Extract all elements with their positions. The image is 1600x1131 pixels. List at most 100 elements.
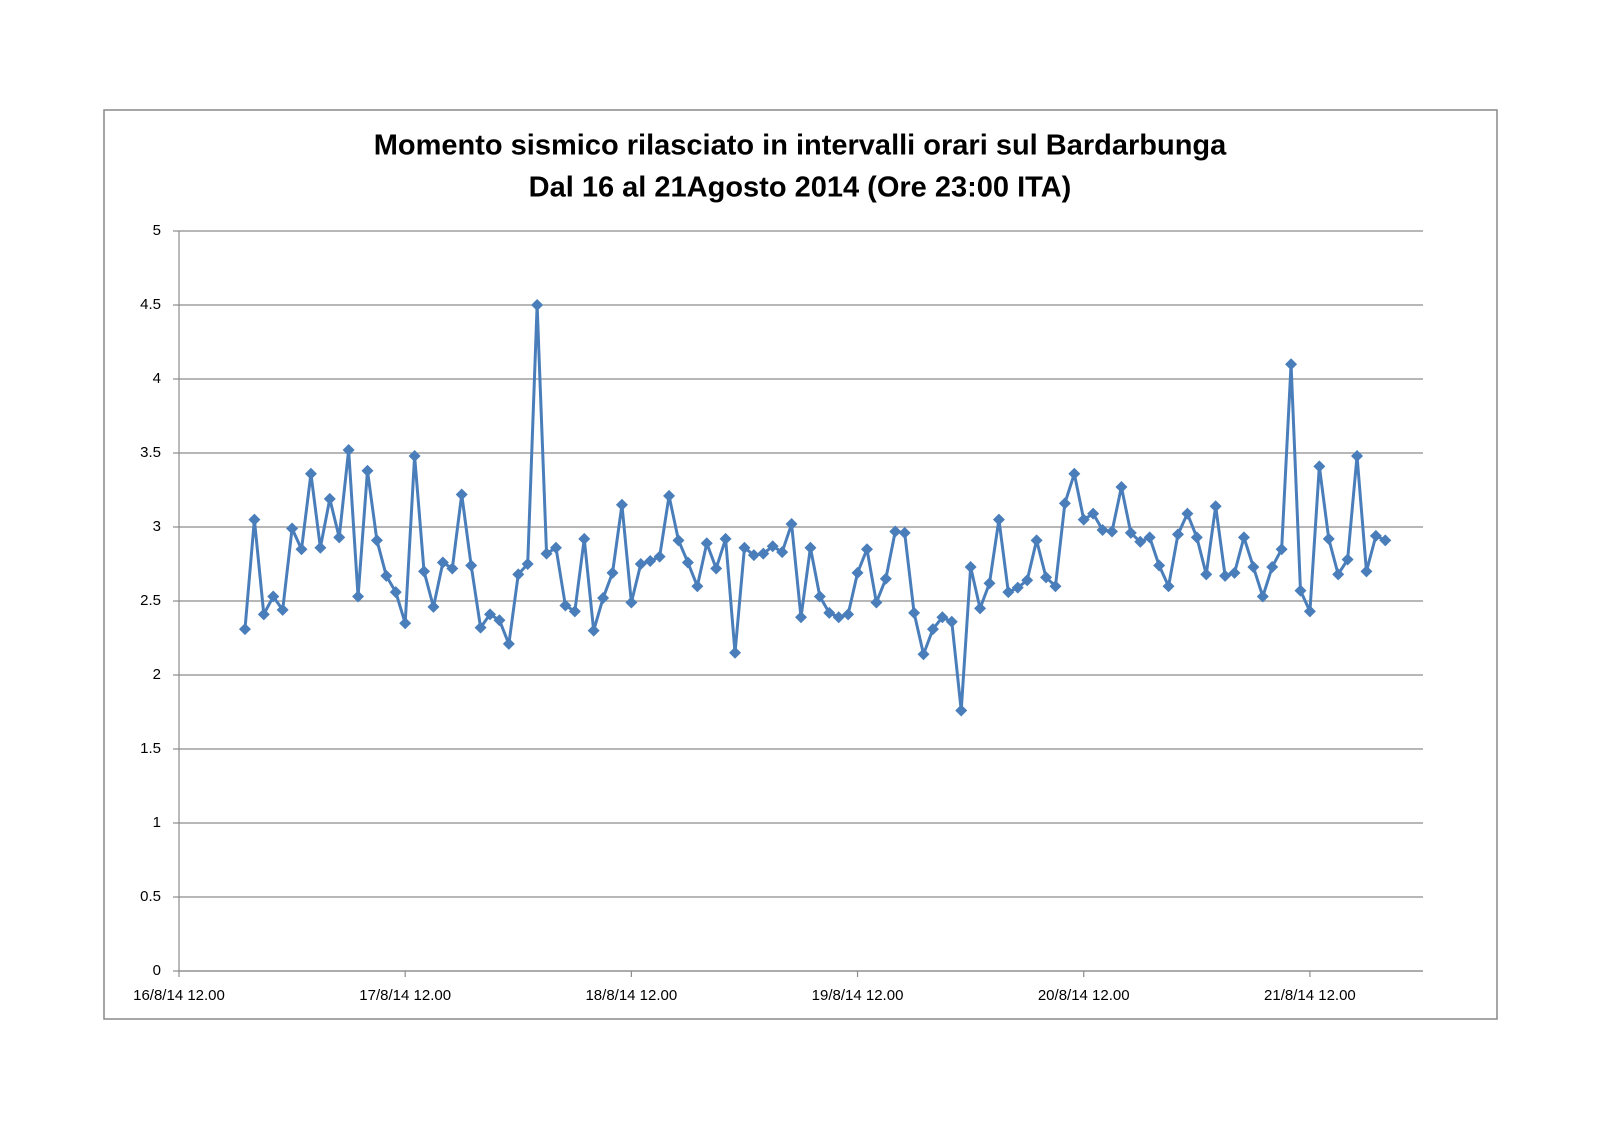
- data-point: [1068, 467, 1081, 480]
- data-point: [238, 623, 251, 636]
- data-point: [738, 541, 751, 554]
- data-point: [663, 489, 676, 502]
- data-point: [502, 637, 515, 650]
- y-tick-label: 0.5: [140, 888, 161, 905]
- data-point: [1379, 534, 1392, 547]
- data-point: [1275, 543, 1288, 556]
- data-point: [1369, 529, 1382, 542]
- data-point: [1190, 531, 1203, 544]
- data-point: [333, 531, 346, 544]
- data-point: [1153, 559, 1166, 572]
- data-point: [851, 566, 864, 579]
- data-point: [644, 555, 657, 568]
- data-point: [889, 525, 902, 538]
- data-point: [936, 611, 949, 624]
- data-point: [729, 646, 742, 659]
- data-point: [1115, 481, 1128, 494]
- data-point: [1181, 507, 1194, 520]
- data-point: [1266, 560, 1279, 573]
- data-point: [1247, 560, 1260, 573]
- data-point: [1002, 586, 1015, 599]
- data-point: [870, 596, 883, 609]
- data-point: [1021, 574, 1034, 587]
- data-point: [776, 546, 789, 559]
- data-point: [276, 603, 289, 616]
- data-point: [540, 547, 553, 560]
- data-point: [1256, 590, 1269, 603]
- data-point: [512, 568, 525, 581]
- y-tick-label: 3.5: [140, 444, 161, 461]
- data-point: [879, 572, 892, 585]
- data-point: [408, 449, 421, 462]
- y-tick-label: 2.5: [140, 592, 161, 609]
- x-tick-label: 17/8/14 12.00: [359, 987, 451, 1004]
- data-point: [860, 543, 873, 556]
- data-point: [455, 488, 468, 501]
- data-point: [521, 558, 534, 570]
- y-tick-label: 4: [153, 370, 161, 387]
- data-point: [625, 596, 638, 609]
- data-point: [1322, 532, 1335, 545]
- data-point: [304, 467, 317, 480]
- data-point: [418, 565, 431, 578]
- data-point: [1058, 497, 1071, 510]
- data-point: [795, 611, 807, 624]
- data-point: [587, 624, 600, 637]
- data-point: [785, 518, 798, 531]
- data-point: [323, 492, 336, 505]
- data-point: [634, 558, 647, 570]
- data-point: [766, 540, 779, 553]
- data-point: [1303, 605, 1316, 618]
- data-point: [898, 526, 911, 539]
- data-point: [700, 537, 713, 550]
- data-point: [1030, 534, 1043, 547]
- y-tick-label: 4.5: [140, 296, 161, 313]
- data-point: [1096, 523, 1109, 536]
- data-point: [248, 513, 261, 526]
- data-point: [842, 608, 855, 621]
- data-point: [389, 586, 402, 599]
- data-point: [295, 543, 308, 556]
- data-point: [1209, 500, 1222, 513]
- data-point: [1332, 568, 1345, 581]
- data-point: [1134, 535, 1147, 548]
- data-point: [926, 623, 939, 636]
- chart-title: Momento sismico rilasciato in intervalli…: [374, 130, 1227, 162]
- x-tick-label: 19/8/14 12.00: [812, 987, 904, 1004]
- data-point: [606, 566, 619, 579]
- data-point: [1228, 566, 1241, 579]
- data-point: [974, 602, 987, 615]
- data-point: [681, 556, 694, 569]
- data-point: [653, 550, 666, 563]
- data-point: [1124, 526, 1137, 539]
- x-tick-label: 16/8/14 12.00: [133, 987, 225, 1004]
- x-tick-label: 20/8/14 12.00: [1038, 987, 1130, 1004]
- data-point: [719, 532, 732, 545]
- data-point: [964, 560, 977, 573]
- data-point: [465, 559, 478, 572]
- chart-title: Dal 16 al 21Agosto 2014 (Ore 23:00 ITA): [529, 172, 1072, 204]
- data-point: [710, 562, 723, 575]
- data-point: [1341, 553, 1354, 566]
- data-point: [380, 569, 393, 582]
- data-point: [1351, 449, 1364, 462]
- data-point: [436, 556, 449, 569]
- data-point: [908, 606, 921, 619]
- data-point: [314, 541, 327, 554]
- data-point: [427, 600, 440, 613]
- data-point: [493, 614, 506, 627]
- chart-frame: [103, 109, 1498, 1020]
- data-point: [1219, 569, 1232, 582]
- data-point: [531, 299, 544, 311]
- x-tick-label: 21/8/14 12.00: [1264, 987, 1356, 1004]
- data-point: [832, 611, 845, 624]
- data-point: [267, 590, 280, 603]
- data-point: [615, 498, 628, 511]
- data-point: [1011, 581, 1024, 594]
- data-point: [1313, 460, 1326, 473]
- data-point: [1294, 584, 1307, 597]
- data-point: [257, 608, 270, 621]
- data-point: [1285, 358, 1298, 371]
